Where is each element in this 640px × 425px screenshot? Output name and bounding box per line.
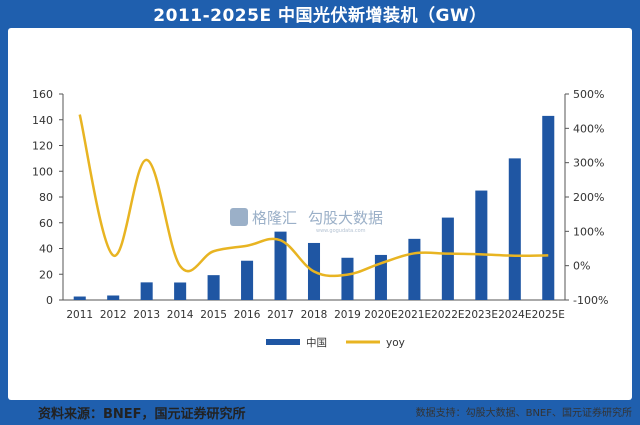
legend-bar-swatch — [266, 339, 300, 345]
x-tick-label: 2012 — [100, 309, 127, 321]
bar — [207, 275, 220, 300]
watermark-url: www.gogudata.com — [316, 228, 366, 234]
bar — [508, 158, 521, 300]
bar — [107, 295, 120, 300]
chart-title: 2011-2025E 中国光伏新增装机（GW） — [153, 5, 487, 26]
y-right-tick-label: 500% — [573, 88, 604, 101]
y-right-tick-label: 100% — [573, 225, 604, 238]
y-left-tick-label: 40 — [39, 243, 53, 256]
x-tick-label: 2014 — [167, 309, 194, 321]
y-left-tick-label: 60 — [39, 217, 53, 230]
x-tick-label: 2011 — [66, 309, 93, 321]
legend-label-yoy: yoy — [386, 337, 405, 349]
y-left-tick-label: 100 — [32, 165, 53, 178]
source-note: 资料来源：BNEF，国元证券研究所 — [38, 407, 246, 422]
watermark-logo-icon — [230, 208, 248, 226]
bar — [408, 238, 421, 300]
footer-credit: 数据支持：勾股大数据、BNEF、国元证券研究所 — [415, 408, 632, 419]
y-right-tick-label: 200% — [573, 191, 604, 204]
bar — [73, 296, 86, 300]
y-left-tick-label: 160 — [32, 88, 53, 101]
bar — [475, 190, 488, 300]
chart-card: 格隆汇 勾股大数据 www.gogudata.com 0 20 40 60 80 100 1… — [8, 28, 632, 422]
watermark: 格隆汇 勾股大数据 www.gogudata.com — [230, 208, 383, 234]
y-right-tick-label: 400% — [573, 122, 604, 135]
y-left-tick-label: 0 — [46, 294, 53, 307]
x-tick-label: 2018 — [301, 309, 328, 321]
bar — [274, 231, 287, 300]
y-right-tick-label: 0% — [573, 260, 590, 273]
x-tick-label: 2025E — [532, 309, 565, 321]
x-tick-label: 2022E — [431, 309, 464, 321]
x-tick-label: 2020E — [364, 309, 397, 321]
x-tick-label: 2023E — [465, 309, 498, 321]
y-right-tick-label: -100% — [573, 294, 608, 307]
bar — [174, 282, 187, 300]
bar — [374, 254, 387, 300]
x-tick-label: 2017 — [267, 309, 294, 321]
y-right-tick-label: 300% — [573, 157, 604, 170]
x-tick-label: 2016 — [234, 309, 261, 321]
watermark-brand: 格隆汇 — [252, 209, 297, 227]
x-tick-label: 2015 — [200, 309, 227, 321]
y-left-tick-label: 120 — [32, 140, 53, 153]
y-left-tick-label: 80 — [39, 191, 53, 204]
legend-label-china: 中国 — [306, 336, 327, 349]
chart-svg: 格隆汇 勾股大数据 www.gogudata.com 0 20 40 60 80 100 1… — [32, 88, 608, 349]
x-tick-label: 2021E — [398, 309, 431, 321]
bar — [241, 260, 254, 300]
x-tick-label: 2024E — [498, 309, 531, 321]
x-tick-label: 2013 — [133, 309, 160, 321]
watermark-name: 勾股大数据 — [308, 209, 383, 227]
yoy-line — [78, 114, 549, 278]
x-tick-label: 2019 — [334, 309, 361, 321]
legend: 中国 yoy — [266, 336, 405, 349]
bar — [542, 115, 555, 300]
y-left-tick-label: 20 — [39, 268, 53, 281]
y-left-tick-label: 140 — [32, 114, 53, 127]
bar — [140, 282, 153, 300]
bar — [441, 217, 454, 300]
bar — [341, 257, 354, 300]
